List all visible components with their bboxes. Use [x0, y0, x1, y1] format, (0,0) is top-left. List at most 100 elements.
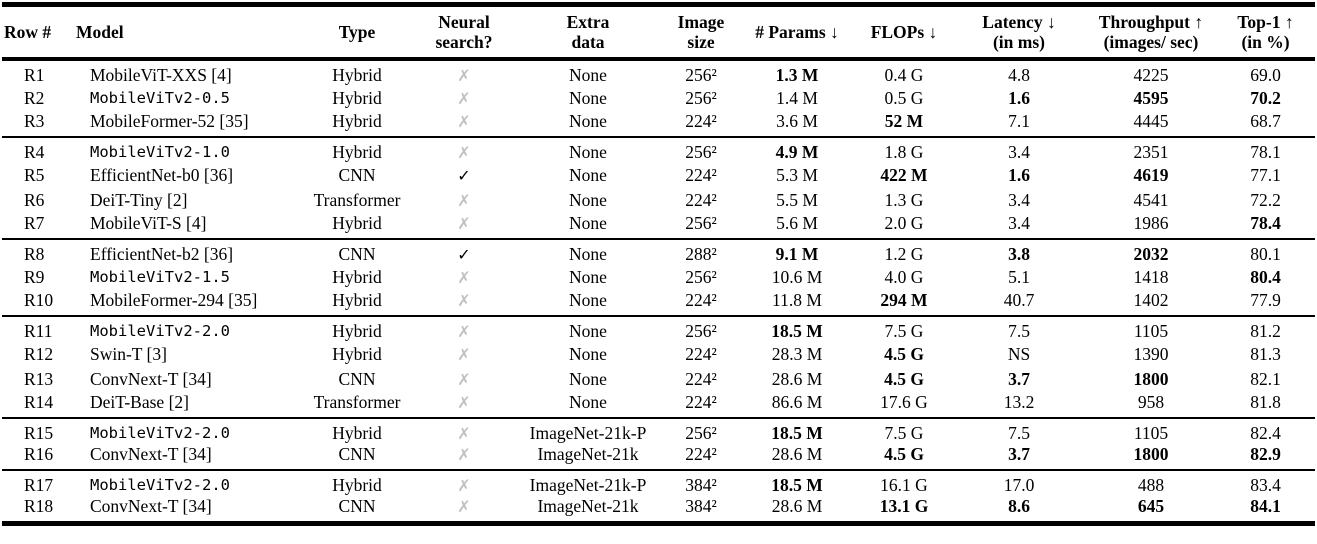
cell-R9-model: MobileViTv2-1.5	[90, 268, 230, 287]
cell-R16-row-id: R16	[24, 444, 54, 465]
cell-R9-extra-data: None	[569, 267, 607, 288]
cross-icon: ✗	[457, 476, 471, 496]
table-row-R5: R5 EfficientNet-b0 [36] CNN ✓ None 224² 5.3 M 4…	[2, 163, 1315, 188]
cell-R12-latency: NS	[1007, 344, 1031, 365]
cell-R18-params: 28.6 M	[771, 496, 823, 517]
cell-R18-latency: 8.6	[1008, 496, 1030, 517]
cell-R1-row-id: R1	[24, 65, 45, 86]
cross-icon: ✗	[457, 393, 471, 413]
table-row-R13: R13 ConvNext-T [34] CNN ✗ None 224² 28.6 M 4.5 …	[2, 367, 1315, 392]
col-header-flops: FLOPs ↓	[870, 22, 938, 43]
cell-R4-extra-data: None	[569, 142, 607, 163]
cell-R15-image-size: 256²	[685, 423, 717, 444]
cell-R5-top1: 77.1	[1250, 165, 1281, 186]
row-group-4: R11 MobileViTv2-2.0 Hybrid ✗ None 256² 18.5 M 7…	[2, 316, 1315, 418]
col-header-throughput: Throughput ↑ (images/ sec)	[1098, 12, 1204, 53]
cell-R12-top1: 81.3	[1250, 344, 1281, 365]
check-icon: ✓	[457, 245, 471, 265]
cell-R7-row-id: R7	[24, 213, 45, 234]
row-group-6: R17 MobileViTv2-2.0 Hybrid ✗ ImageNet-21k-P 3…	[2, 470, 1315, 524]
cell-R17-flops: 16.1 G	[880, 475, 928, 496]
cell-R14-latency: 13.2	[1003, 392, 1035, 413]
cell-R17-throughput: 488	[1137, 475, 1165, 496]
table-row-R14: R14 DeiT-Base [2] Transformer ✗ None 224² 86.6…	[2, 392, 1315, 418]
cross-icon: ✗	[457, 143, 471, 163]
cell-R14-neural-search: ✗	[416, 392, 512, 418]
cell-R14-image-size: 224²	[685, 392, 717, 413]
cell-R16-model: ConvNext-T [34]	[90, 444, 212, 465]
row-group-1: R1 MobileViT-XXS [4] Hybrid ✗ None 256² 1.3 M 0…	[2, 59, 1315, 137]
cell-R7-model: MobileViT-S [4]	[90, 213, 207, 234]
cell-R9-image-size: 256²	[685, 267, 717, 288]
cross-icon: ✗	[457, 268, 471, 288]
cell-R17-type: Hybrid	[332, 475, 382, 496]
cell-R18-type: CNN	[338, 496, 376, 517]
cell-R12-flops: 4.5 G	[884, 344, 924, 365]
cell-R17-neural-search: ✗	[416, 470, 512, 496]
cell-R4-top1: 78.1	[1250, 142, 1281, 163]
results-table: Row # Model Type Neural search? Extra data Im…	[2, 2, 1315, 527]
cell-R15-params: 18.5 M	[771, 423, 823, 444]
cross-icon: ✗	[457, 89, 471, 109]
cross-icon: ✗	[457, 424, 471, 444]
cross-icon: ✗	[457, 291, 471, 311]
cell-R11-top1: 81.2	[1250, 321, 1281, 342]
cell-R11-throughput: 1105	[1133, 321, 1169, 342]
cell-R6-neural-search: ✗	[416, 188, 512, 213]
cell-R11-params: 18.5 M	[771, 321, 823, 342]
cell-R1-image-size: 256²	[685, 65, 717, 86]
cell-R5-throughput: 4619	[1133, 165, 1169, 186]
row-group-5: R15 MobileViTv2-2.0 Hybrid ✗ ImageNet-21k-P 2…	[2, 418, 1315, 470]
cell-R9-type: Hybrid	[332, 267, 382, 288]
cell-R10-extra-data: None	[569, 290, 607, 311]
cell-R17-latency: 17.0	[1003, 475, 1035, 496]
cell-R8-type: CNN	[338, 244, 376, 265]
cell-R12-params: 28.3 M	[771, 344, 823, 365]
cell-R14-model: DeiT-Base [2]	[90, 392, 189, 413]
cell-R8-throughput: 2032	[1133, 244, 1169, 265]
cell-R3-top1: 68.7	[1250, 111, 1281, 132]
cell-R8-image-size: 288²	[685, 244, 717, 265]
cell-R11-extra-data: None	[569, 321, 607, 342]
cell-R9-flops: 4.0 G	[884, 267, 924, 288]
table-row-R3: R3 MobileFormer-52 [35] Hybrid ✗ None 224² 3.6…	[2, 111, 1315, 137]
col-header-top1: Top-1 ↑ (in %)	[1237, 12, 1294, 53]
col-header-row-id: Row #	[4, 22, 52, 43]
cell-R1-neural-search: ✗	[416, 59, 512, 86]
cell-R18-row-id: R18	[24, 496, 54, 517]
table-row-R17: R17 MobileViTv2-2.0 Hybrid ✗ ImageNet-21k-P 3…	[2, 470, 1315, 496]
cell-R11-type: Hybrid	[332, 321, 382, 342]
cell-R9-latency: 5.1	[1008, 267, 1030, 288]
cell-R4-model: MobileViTv2-1.0	[90, 143, 230, 162]
cell-R10-neural-search: ✗	[416, 290, 512, 316]
cell-R15-type: Hybrid	[332, 423, 382, 444]
cell-R1-latency: 4.8	[1008, 65, 1030, 86]
table-row-R12: R12 Swin-T [3] Hybrid ✗ None 224² 28.3 M 4.5 G N…	[2, 342, 1315, 367]
table-row-R16: R16 ConvNext-T [34] CNN ✗ ImageNet-21k 224² 28…	[2, 444, 1315, 470]
cell-R5-type: CNN	[338, 165, 376, 186]
table-row-R9: R9 MobileViTv2-1.5 Hybrid ✗ None 256² 10.6 M 4.…	[2, 265, 1315, 290]
check-icon: ✓	[457, 166, 471, 186]
cell-R10-model: MobileFormer-294 [35]	[90, 290, 258, 311]
cell-R14-flops: 17.6 G	[880, 392, 928, 413]
cell-R12-row-id: R12	[24, 344, 54, 365]
col-header-type: Type	[338, 22, 376, 43]
cell-R18-flops: 13.1 G	[879, 496, 929, 517]
cell-R4-latency: 3.4	[1008, 142, 1030, 163]
cross-icon: ✗	[457, 370, 471, 390]
cell-R13-type: CNN	[338, 369, 376, 390]
cell-R9-row-id: R9	[24, 267, 45, 288]
cell-R17-top1: 83.4	[1250, 475, 1281, 496]
cell-R17-extra-data: ImageNet-21k-P	[529, 475, 647, 496]
cell-R16-type: CNN	[338, 444, 376, 465]
cell-R13-model: ConvNext-T [34]	[90, 369, 212, 390]
cell-R11-row-id: R11	[24, 321, 53, 342]
cell-R4-flops: 1.8 G	[884, 142, 924, 163]
cell-R12-neural-search: ✗	[416, 342, 512, 367]
cell-R2-top1: 70.2	[1250, 88, 1281, 109]
cell-R18-extra-data: ImageNet-21k	[537, 496, 639, 517]
cell-R7-neural-search: ✗	[416, 213, 512, 239]
cell-R3-row-id: R3	[24, 111, 45, 132]
cell-R10-latency: 40.7	[1003, 290, 1035, 311]
cell-R13-latency: 3.7	[1008, 369, 1030, 390]
